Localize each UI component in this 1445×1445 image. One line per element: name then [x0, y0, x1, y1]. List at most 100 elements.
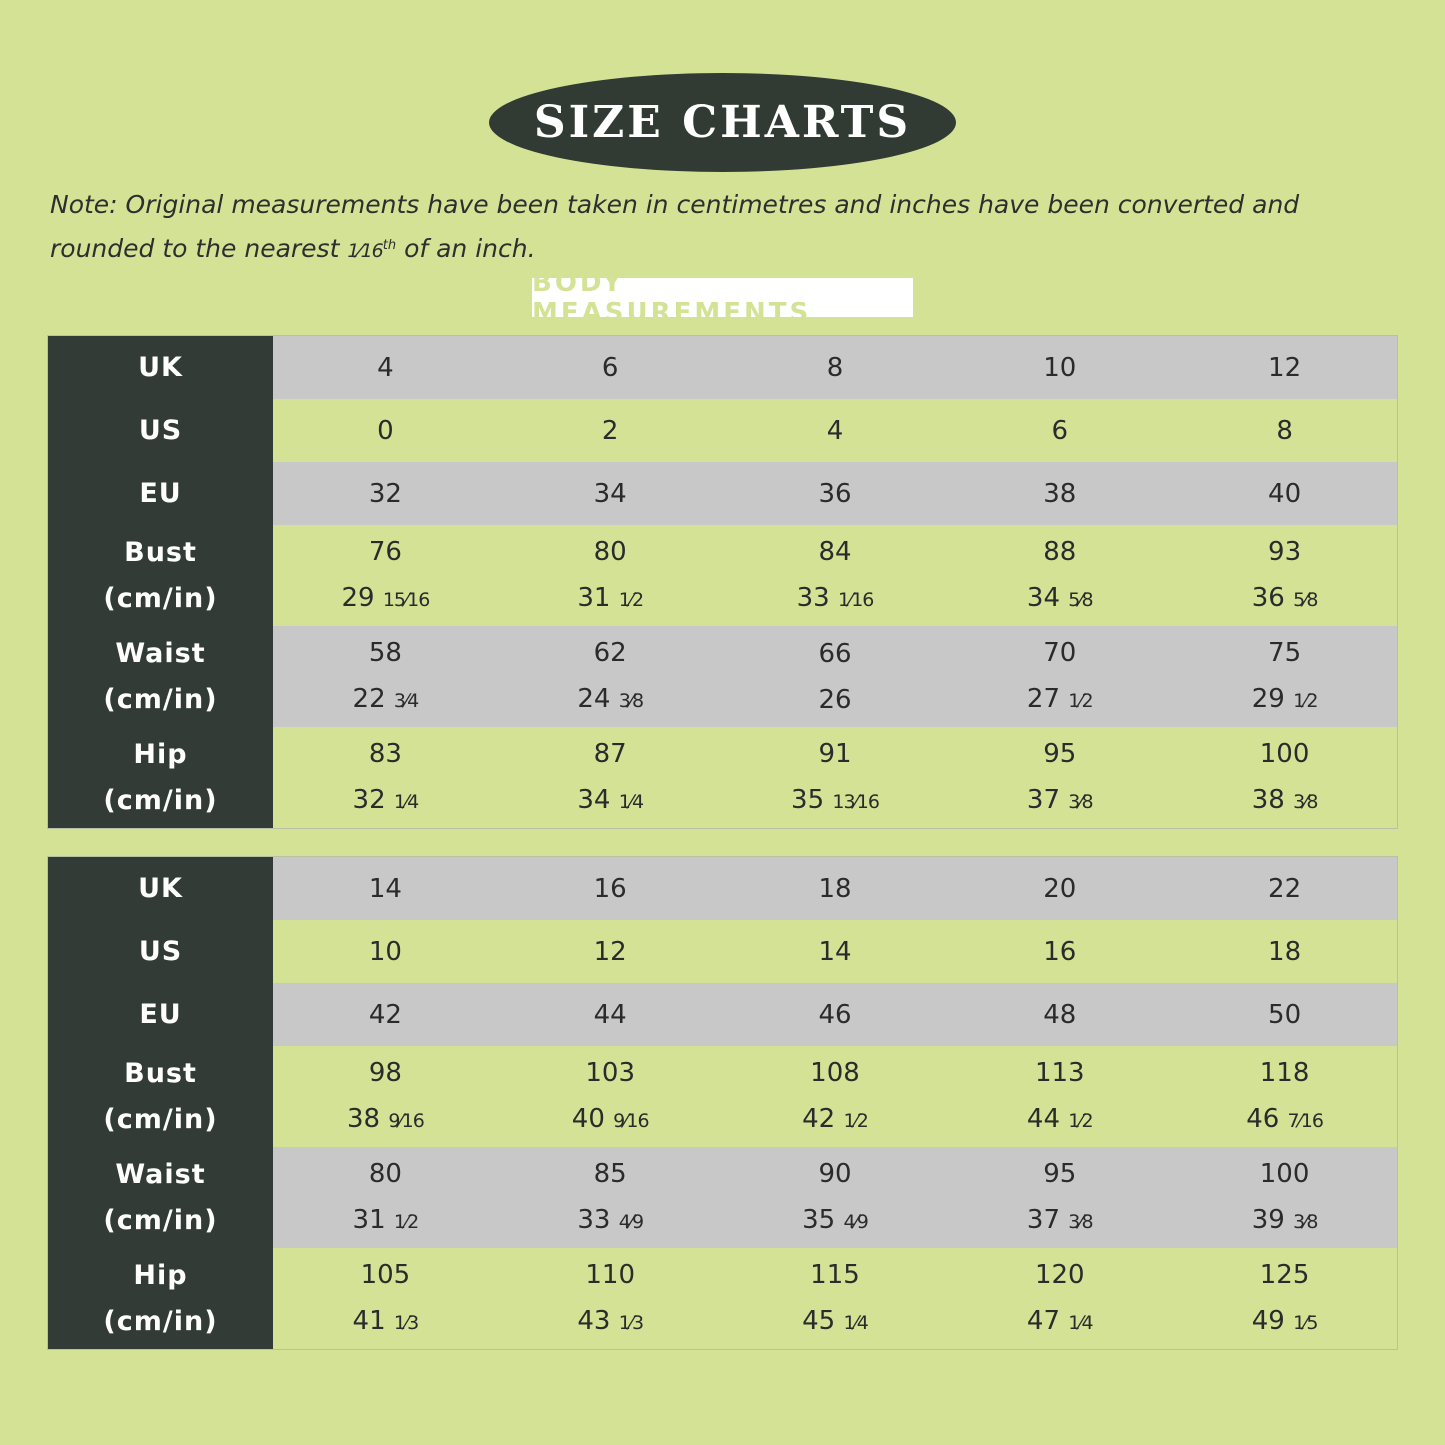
cell-inch-value: 37 3⁄8 [947, 1197, 1172, 1245]
inch-whole: 32 [352, 784, 386, 815]
inch-fraction: 1⁄4 [618, 790, 644, 813]
table-cell: 14 [273, 857, 498, 920]
cell-primary-value: 10 [1043, 352, 1077, 383]
cell-primary-value: 85 [593, 1158, 627, 1189]
cell-primary-value: 80 [593, 536, 627, 567]
inch-whole: 26 [818, 684, 852, 715]
row-header-label: EU [139, 998, 182, 1030]
inch-fraction: 1⁄4 [393, 790, 419, 813]
cell-primary-value: 58 [368, 637, 402, 668]
table-cell: 8 [1172, 399, 1397, 462]
title-banner: SIZE CHARTS [489, 73, 956, 172]
cell-primary-value: 88 [1043, 536, 1077, 567]
table-cell: 6 [947, 399, 1173, 462]
cell-inch-value: 24 3⁄8 [498, 676, 723, 724]
size-table-1: UK 4 6 8 10 12 US 0 2 4 6 8 EU 32 34 36 38 40 Bust (cm/in) 7… [47, 335, 1398, 829]
table-cell: 88 34 5⁄8 [947, 525, 1173, 626]
table-cell: 14 [722, 920, 948, 983]
cell-inch-value: 29 15⁄16 [273, 575, 498, 623]
inch-fraction: 1⁄2 [1293, 689, 1318, 712]
cell-inch-value: 27 1⁄2 [947, 676, 1172, 724]
row-header: Bust (cm/in) [48, 1046, 273, 1147]
table-cell: 110 43 1⁄3 [497, 1248, 723, 1349]
table-row: Waist (cm/in) 58 22 3⁄4 62 24 3⁄8 66 26 70 27 1⁄2… [48, 626, 1397, 727]
cell-primary-value: 12 [1268, 352, 1302, 383]
table-cell: 20 [947, 857, 1173, 920]
row-header-label: US [138, 414, 183, 446]
cell-primary-value: 80 [368, 1158, 402, 1189]
row-header: Waist (cm/in) [48, 1147, 273, 1248]
row-header: UK [48, 857, 273, 920]
row-header-label: Bust [124, 1057, 197, 1089]
note-superscript: th [382, 238, 397, 253]
cell-primary-value: 36 [818, 478, 852, 509]
row-header-label: EU [139, 477, 182, 509]
table-cell: 75 29 1⁄2 [1172, 626, 1397, 727]
row-header: EU [48, 462, 273, 525]
inch-whole: 38 [346, 1103, 381, 1134]
table-row: US 10 12 14 16 18 [48, 920, 1397, 983]
cell-primary-value: 8 [826, 352, 844, 383]
row-header: EU [48, 983, 273, 1046]
cell-primary-value: 87 [593, 738, 627, 769]
cell-inch-value: 37 3⁄8 [947, 777, 1172, 825]
cell-primary-value: 100 [1259, 738, 1310, 769]
cell-primary-value: 0 [377, 415, 394, 446]
table-row: UK 4 6 8 10 12 [48, 336, 1397, 399]
cell-primary-value: 50 [1268, 999, 1302, 1030]
inch-whole: 22 [352, 683, 386, 714]
table-cell: 40 [1172, 462, 1397, 525]
table-row: Bust (cm/in) 98 38 9⁄16 103 40 9⁄16 108 42 1⁄2 1… [48, 1046, 1397, 1147]
cell-primary-value: 95 [1043, 738, 1077, 769]
cell-primary-value: 40 [1268, 478, 1302, 509]
cell-primary-value: 95 [1043, 1158, 1077, 1189]
table-cell: 80 31 1⁄2 [497, 525, 723, 626]
table-row: Waist (cm/in) 80 31 1⁄2 85 33 4⁄9 90 35 4⁄9 95 37… [48, 1147, 1397, 1248]
cell-primary-value: 120 [1034, 1259, 1085, 1290]
cell-primary-value: 14 [368, 873, 402, 904]
table-cell: 85 33 4⁄9 [497, 1147, 723, 1248]
inch-whole: 31 [577, 582, 611, 613]
inch-whole: 27 [1026, 683, 1061, 714]
inch-fraction: 3⁄8 [1068, 790, 1093, 813]
table-cell: 95 37 3⁄8 [947, 1147, 1173, 1248]
inch-fraction: 1⁄5 [1293, 1311, 1318, 1334]
cell-primary-value: 76 [368, 536, 402, 567]
table-cell: 4 [722, 399, 948, 462]
table-cell: 42 [273, 983, 498, 1046]
row-header-unit: (cm/in) [103, 1103, 218, 1135]
cell-primary-value: 118 [1259, 1057, 1310, 1088]
cell-primary-value: 125 [1259, 1259, 1310, 1290]
table-cell: 34 [497, 462, 723, 525]
cell-inch-value: 32 1⁄4 [273, 777, 498, 825]
cell-inch-value: 33 4⁄9 [498, 1197, 723, 1245]
cell-inch-value: 39 3⁄8 [1172, 1197, 1397, 1245]
inch-whole: 44 [1026, 1103, 1061, 1134]
table-cell: 22 [1172, 857, 1397, 920]
inch-whole: 39 [1251, 1204, 1285, 1235]
cell-primary-value: 34 [593, 478, 627, 509]
table-cell: 66 26 [722, 626, 948, 727]
cell-primary-value: 98 [368, 1057, 402, 1088]
inch-fraction: 3⁄4 [393, 689, 419, 712]
cell-inch-value: 47 1⁄4 [947, 1298, 1172, 1346]
cell-inch-value: 34 5⁄8 [947, 575, 1172, 623]
table-row: Hip (cm/in) 83 32 1⁄4 87 34 1⁄4 91 35 13⁄16 95 37… [48, 727, 1397, 828]
cell-primary-value: 32 [368, 478, 402, 509]
inch-fraction: 1⁄2 [618, 588, 644, 611]
cell-primary-value: 6 [601, 352, 619, 383]
cell-primary-value: 90 [818, 1158, 852, 1189]
table-cell: 91 35 13⁄16 [722, 727, 948, 828]
table-cell: 6 [497, 336, 723, 399]
inch-whole: 29 [341, 582, 375, 613]
table-cell: 36 [722, 462, 948, 525]
table-cell: 12 [497, 920, 723, 983]
cell-inch-value: 43 1⁄3 [498, 1298, 723, 1346]
note-text-after: of an inch. [396, 234, 536, 263]
inch-whole: 38 [1251, 784, 1285, 815]
row-header-label: Hip [133, 1259, 188, 1291]
table-cell: 32 [273, 462, 498, 525]
table-cell: 16 [497, 857, 723, 920]
inch-fraction: 13⁄16 [832, 790, 880, 813]
table-cell: 70 27 1⁄2 [947, 626, 1173, 727]
